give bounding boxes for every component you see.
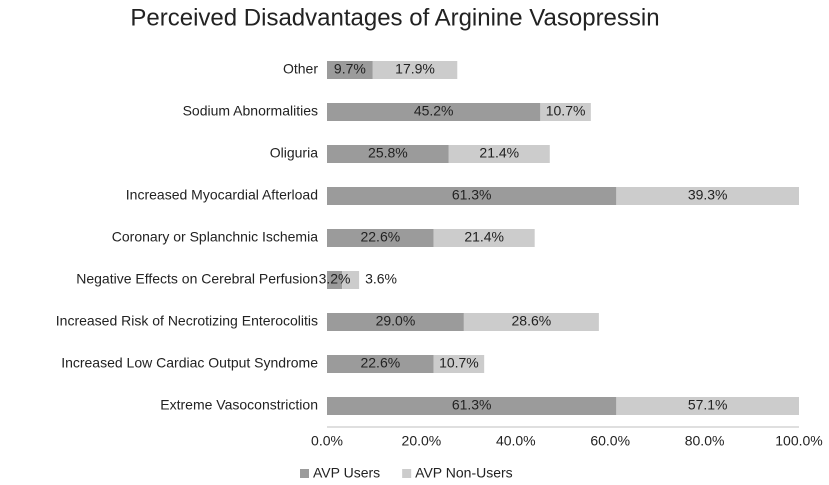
data-label: 28.6% (512, 313, 552, 329)
category-label: Sodium Abnormalities (183, 103, 318, 119)
plot-area (327, 61, 799, 415)
category-label: Negative Effects on Cerebral Perfusion (76, 271, 318, 287)
category-label: Increased Risk of Necrotizing Enterocoli… (56, 313, 318, 329)
bar-segment (327, 103, 541, 121)
x-tick-label: 40.0% (496, 433, 536, 449)
category-label: Oliguria (270, 145, 318, 161)
bar-segment (616, 397, 799, 415)
data-label: 25.8% (368, 145, 408, 161)
data-label: 61.3% (452, 397, 492, 413)
chart-title: Perceived Disadvantages of Arginine Vaso… (130, 4, 659, 31)
bar-segment (327, 187, 617, 205)
data-label: 10.7% (546, 103, 586, 119)
bar-segment (448, 145, 550, 163)
data-label: 17.9% (395, 61, 435, 77)
x-tick-label: 60.0% (590, 433, 630, 449)
x-tick-label: 100.0% (775, 433, 822, 449)
bar-segment (327, 271, 343, 289)
data-label: 22.6% (360, 355, 400, 371)
data-label: 10.7% (439, 355, 479, 371)
data-label: 21.4% (464, 229, 504, 245)
data-label: 3.6% (365, 271, 397, 287)
category-label: Extreme Vasoconstriction (160, 397, 318, 413)
x-tick-label: 0.0% (311, 433, 343, 449)
bar-segment (463, 313, 599, 331)
legend-label: AVP Users (313, 465, 380, 481)
category-label: Other (283, 61, 318, 77)
category-label: Increased Myocardial Afterload (126, 187, 318, 203)
bar-segment (327, 61, 373, 79)
data-label: 22.6% (360, 229, 400, 245)
legend-label: AVP Non-Users (415, 465, 513, 481)
bar-segment (616, 187, 799, 205)
legend-swatch (300, 469, 309, 478)
x-tick-label: 80.0% (685, 433, 725, 449)
bar-segment (540, 103, 591, 121)
data-label: 29.0% (376, 313, 416, 329)
data-label: 57.1% (688, 397, 728, 413)
data-label: 45.2% (414, 103, 454, 119)
category-label: Coronary or Splanchnic Ischemia (112, 229, 318, 245)
data-label: 39.3% (688, 187, 728, 203)
data-label: 9.7% (334, 61, 366, 77)
bar-segment (327, 313, 464, 331)
data-label: 21.4% (479, 145, 519, 161)
bar-segment (433, 229, 535, 247)
category-label: Increased Low Cardiac Output Syndrome (61, 355, 318, 371)
x-tick-label: 20.0% (402, 433, 442, 449)
bar-segment (433, 355, 485, 373)
data-label: 3.2% (319, 271, 351, 287)
data-label: 61.3% (452, 187, 492, 203)
bar-segment (327, 397, 617, 415)
bar-segment (327, 145, 449, 163)
bar-segment (327, 355, 434, 373)
legend-swatch (402, 469, 412, 478)
bar-segment (327, 229, 434, 247)
bar-segment (372, 61, 458, 79)
bar-segment (342, 271, 360, 289)
